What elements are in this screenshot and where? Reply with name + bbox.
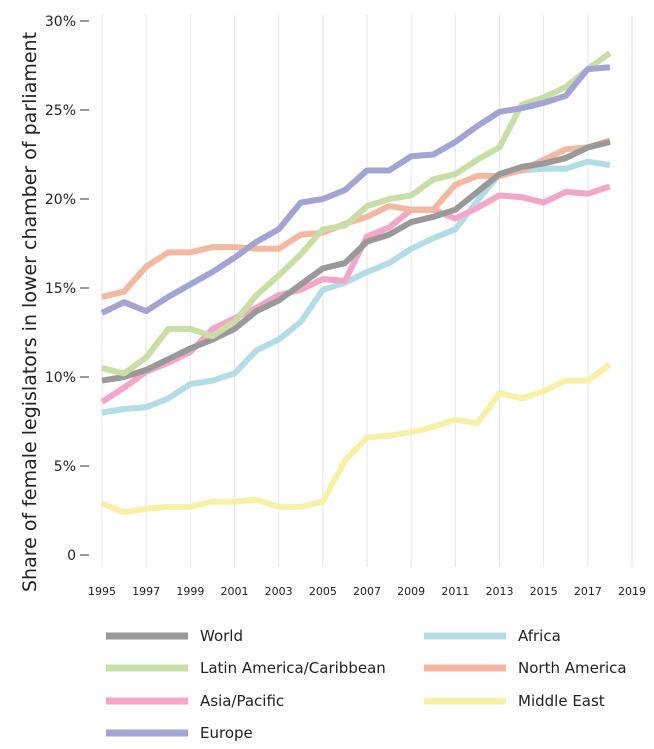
series-line-latin-america-caribbean [101,50,612,377]
y-tick-label-15: 15% [45,281,76,297]
y-tick-label-20: 20% [45,192,76,208]
x-tick-label-2017: 2017 [574,585,602,598]
y-axis: 0 5% 10% 15% 20% 25% 30% [45,14,89,564]
x-tick-label-2001: 2001 [221,585,249,598]
series-line-europe [100,64,611,316]
legend-label-africa: Africa [518,627,561,645]
x-tick-label-1995: 1995 [88,585,116,598]
x-tick-label-2007: 2007 [353,585,381,598]
y-tick-label-10: 10% [45,370,76,386]
x-tick-label-1999: 1999 [176,585,204,598]
x-tick-label-1997: 1997 [132,585,160,598]
y-tick-label-0: 0 [67,548,76,564]
legend-label-world: World [200,627,243,645]
legend-label-latin-america-caribbean: Latin America/Caribbean [200,659,386,677]
x-tick-label-2015: 2015 [530,585,558,598]
x-tick-label-2005: 2005 [309,585,337,598]
x-tick-label-2009: 2009 [397,585,425,598]
y-tick-label-25: 25% [45,103,76,119]
y-tick-label-5: 5% [54,459,76,475]
x-tick-label-2019: 2019 [618,585,646,598]
legend-label-asia-pacific: Asia/Pacific [200,692,284,710]
legend-label-north-america: North America [518,659,627,677]
legend-label-europe: Europe [200,724,253,742]
x-tick-label-2013: 2013 [486,585,514,598]
legend-label-middle-east: Middle East [518,692,605,710]
series-line-world [101,139,611,384]
x-axis: 1995 1997 1999 2001 2003 2005 2007 2009 2011 2013… [88,585,646,598]
series-line-middle-east [100,362,612,516]
series-line-asia-pacific [100,183,611,405]
legend: World Africa Latin America/Caribbean North … [106,627,627,742]
x-tick-label-2003: 2003 [265,585,293,598]
x-tick-label-2011: 2011 [441,585,469,598]
y-tick-label-30: 30% [45,14,76,30]
series-lines [100,50,612,516]
y-axis-title: Share of female legislators in lower cha… [19,32,41,592]
